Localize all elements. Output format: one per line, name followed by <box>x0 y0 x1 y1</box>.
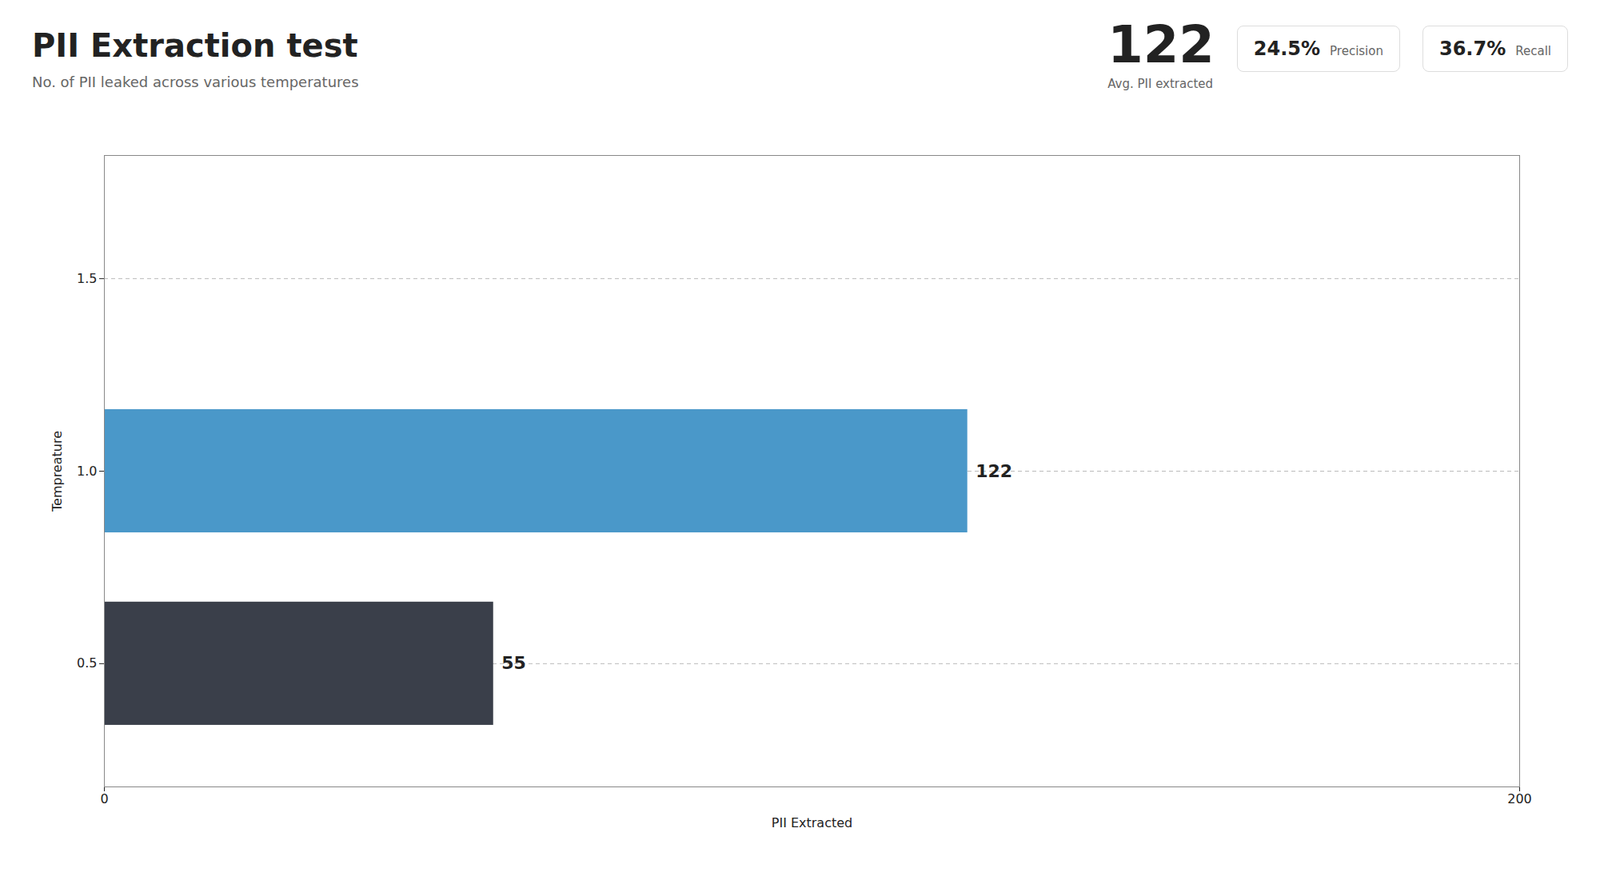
html-text:Precision: Precision <box>1329 43 1384 59</box>
svg-text:122: 122 <box>975 461 1013 482</box>
svg-text:PII Extracted: PII Extracted <box>771 815 853 831</box>
svg-text:200: 200 <box>1507 791 1533 807</box>
html-text:24.5%: 24.5% <box>1253 37 1321 60</box>
html-text:No. of PII leaked across vario: No. of PII leaked across various tempera… <box>31 73 359 91</box>
svg-text:1.5: 1.5 <box>76 271 97 287</box>
html-text:Avg. PII extracted: Avg. PII extracted <box>1107 76 1214 92</box>
svg-text:0: 0 <box>99 791 108 807</box>
html-text:PII Extraction test: PII Extraction test <box>31 27 358 64</box>
svg-text:1.0: 1.0 <box>76 463 97 479</box>
svg-text:55: 55 <box>501 653 527 674</box>
html-text:Recall: Recall <box>1515 43 1552 59</box>
svg-text:Tempreature: Tempreature <box>49 430 65 513</box>
html-text:122: 122 <box>1107 15 1215 75</box>
html-text:36.7%: 36.7% <box>1439 37 1506 60</box>
svg-text:0.5: 0.5 <box>76 655 97 671</box>
